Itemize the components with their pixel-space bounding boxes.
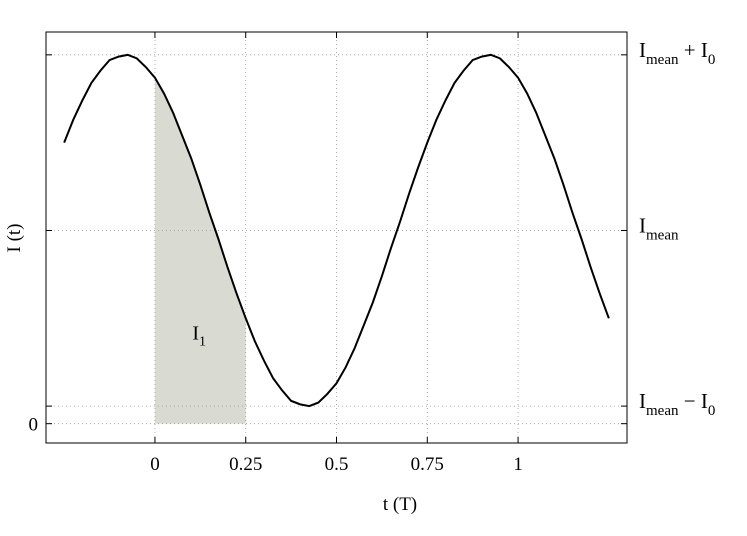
plot-frame [45,31,628,444]
x-tick-label: 0 [150,454,160,475]
y2-tick-label-main: I [639,389,646,413]
y2-tick-label: Imean + I0 [639,38,715,68]
y2-tick-label-sub: mean [646,227,679,243]
y2-tick-label-sub: mean [646,403,679,419]
y2-tick-label-main: + I [678,38,707,62]
y-axis-label: I (t) [4,223,25,252]
line-series [63,53,610,408]
y2-tick-label-sub: mean [646,52,679,68]
y2-tick-label-main: I [639,38,646,62]
y2-tick-label: Imean [639,213,679,243]
shade-label-main: I [192,323,199,345]
y2-tick-label: Imean − I0 [639,389,715,419]
y2-tick-label-sub: 0 [708,403,716,419]
shaded-area [154,77,246,424]
x-tick-label: 0.75 [411,454,444,475]
y2-tick-label-main: I [639,213,646,237]
y2-tick-label-sub: 0 [708,52,716,68]
x-tick-label: 1 [513,454,523,475]
shade-label: I1 [192,323,206,350]
y-tick-label: 0 [29,415,39,436]
y2-tick-label-main: − I [678,389,707,413]
x-tick-label: 0.5 [325,454,349,475]
shade-label-sub: 1 [199,335,206,350]
x-axis-label: t (T) [383,494,417,515]
x-tick-label: 0.25 [229,454,262,475]
